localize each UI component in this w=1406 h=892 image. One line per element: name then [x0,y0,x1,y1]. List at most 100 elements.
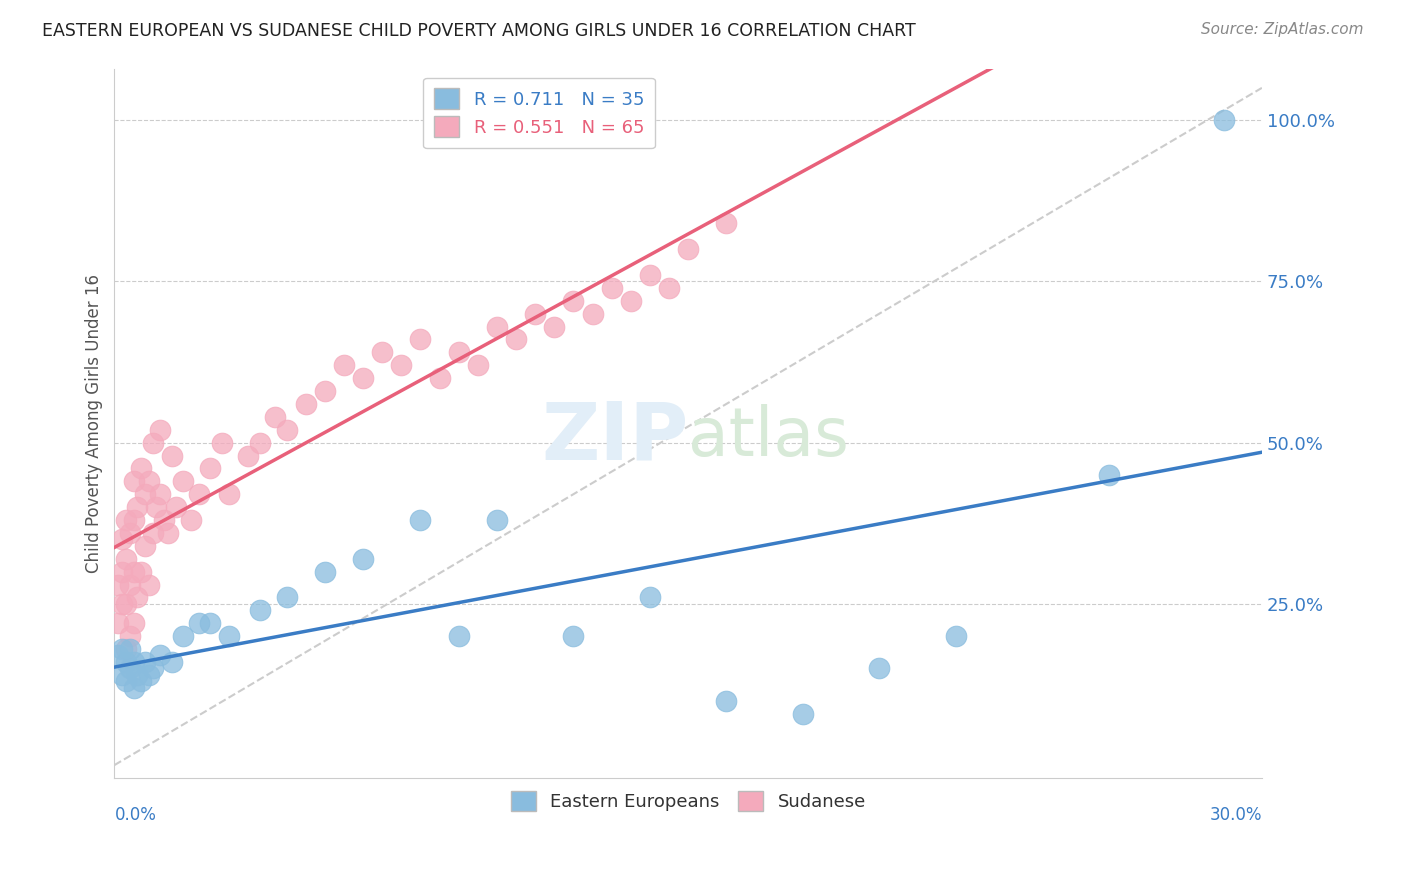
Point [389,358,412,372]
Point [638,591,661,605]
Point [658,281,681,295]
Point [134,539,156,553]
Point [127,500,149,515]
Point [716,693,738,707]
Point [142,525,165,540]
Point [187,487,209,501]
Point [107,577,129,591]
Point [122,681,145,695]
Point [172,629,194,643]
Point [294,397,316,411]
Point [543,319,565,334]
Text: ZIP: ZIP [541,399,688,476]
Legend: Eastern Europeans, Sudanese: Eastern Europeans, Sudanese [503,783,873,819]
Point [1212,113,1234,128]
Point [160,449,183,463]
Point [792,706,814,721]
Point [868,661,890,675]
Point [134,655,156,669]
Point [264,409,287,424]
Point [198,616,221,631]
Point [122,513,145,527]
Point [118,629,141,643]
Point [676,242,699,256]
Point [562,629,585,643]
Point [115,597,138,611]
Point [107,648,129,663]
Point [249,603,271,617]
Point [134,487,156,501]
Point [153,513,176,527]
Point [187,616,209,631]
Point [142,435,165,450]
Point [314,384,336,398]
Point [127,591,149,605]
Point [115,674,138,689]
Point [485,513,508,527]
Point [149,648,172,663]
Point [149,423,172,437]
Point [165,500,187,515]
Text: EASTERN EUROPEAN VS SUDANESE CHILD POVERTY AMONG GIRLS UNDER 16 CORRELATION CHAR: EASTERN EUROPEAN VS SUDANESE CHILD POVER… [42,22,915,40]
Point [122,565,145,579]
Point [107,616,129,631]
Point [716,216,738,230]
Point [129,565,152,579]
Point [211,435,233,450]
Point [218,487,240,501]
Point [238,449,260,463]
Point [138,475,160,489]
Point [352,551,374,566]
Text: 30.0%: 30.0% [1209,806,1263,824]
Point [111,668,134,682]
Point [145,500,167,515]
Point [115,513,138,527]
Point [122,616,145,631]
Point [111,642,134,657]
Point [945,629,967,643]
Point [638,268,661,282]
Point [156,525,179,540]
Point [524,307,547,321]
Point [172,475,194,489]
Point [118,577,141,591]
Point [122,475,145,489]
Point [122,655,145,669]
Point [198,461,221,475]
Point [149,487,172,501]
Point [409,513,432,527]
Point [160,655,183,669]
Point [429,371,451,385]
Point [276,591,298,605]
Point [142,661,165,675]
Point [129,461,152,475]
Point [447,345,470,359]
Point [505,333,527,347]
Point [129,674,152,689]
Point [115,642,138,657]
Point [581,307,603,321]
Point [371,345,394,359]
Point [620,293,643,308]
Point [314,565,336,579]
Point [111,597,134,611]
Point [118,642,141,657]
Text: 0.0%: 0.0% [114,806,156,824]
Point [562,293,585,308]
Point [118,661,141,675]
Point [249,435,271,450]
Point [115,655,138,669]
Point [180,513,202,527]
Point [333,358,356,372]
Point [1098,467,1121,482]
Y-axis label: Child Poverty Among Girls Under 16: Child Poverty Among Girls Under 16 [86,274,103,573]
Point [118,525,141,540]
Text: Source: ZipAtlas.com: Source: ZipAtlas.com [1201,22,1364,37]
Point [600,281,623,295]
Point [352,371,374,385]
Point [138,577,160,591]
Text: atlas: atlas [688,404,849,470]
Point [485,319,508,334]
Point [127,668,149,682]
Point [138,668,160,682]
